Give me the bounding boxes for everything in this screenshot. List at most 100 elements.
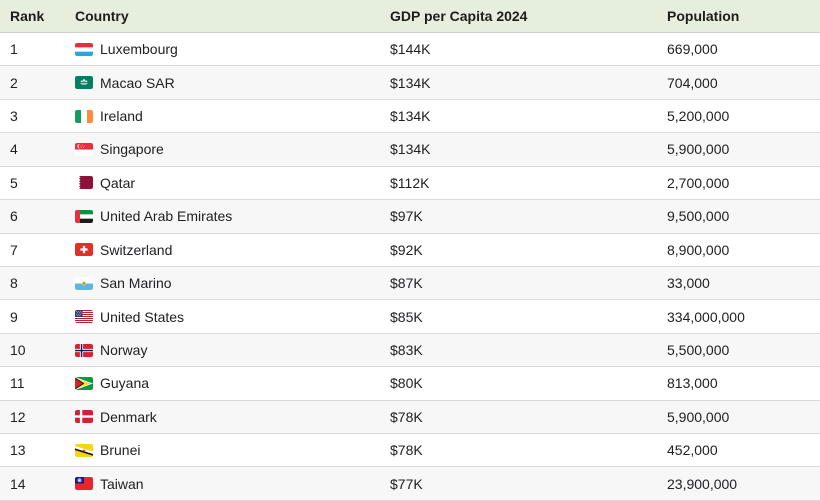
gdp-cell: $78K (390, 408, 423, 425)
population-cell: 334,000,000 (667, 308, 745, 325)
country-name: Guyana (100, 375, 150, 392)
column-header-rank: Rank (10, 8, 45, 24)
population-cell: 5,500,000 (667, 342, 730, 358)
table-row: 3 Ireland $134K 5,200,000 (0, 100, 820, 134)
rank-cell: 8 (10, 275, 18, 292)
table-header-row: Rank Country GDP per Capita 2024 Populat… (0, 0, 820, 33)
table-row: 6 United Arab Emirates $97K 9,500,000 (0, 200, 820, 234)
country-name: San Marino (100, 275, 172, 292)
population-cell: 452,000 (667, 442, 718, 459)
gdp-cell: $78K (390, 442, 423, 459)
population-cell: 2,700,000 (667, 174, 730, 191)
gdp-cell: $134K (390, 74, 431, 91)
table-row: 10 Norway $83K 5,500,000 (0, 333, 820, 368)
population-cell: 704,000 (667, 74, 718, 91)
country-cell: United States (75, 309, 390, 325)
flag-san_marino-icon (75, 276, 93, 290)
gdp-cell: $144K (390, 41, 431, 58)
table-row: 4 Singapore $134K 5,900,000 (0, 133, 820, 167)
table-row: 1 Luxembourg $144K 669,000 (0, 33, 820, 67)
flag-ireland-icon (75, 109, 93, 123)
country-name: Singapore (100, 141, 164, 158)
country-cell: Taiwan (75, 476, 390, 492)
gdp-cell: $134K (390, 108, 431, 125)
population-cell: 5,900,000 (667, 141, 730, 158)
flag-singapore-icon (75, 142, 93, 156)
flag-uae-icon (75, 209, 93, 223)
rank-cell: 7 (10, 241, 18, 258)
flag-switzerland-icon (75, 243, 93, 257)
country-name: Qatar (100, 174, 136, 191)
flag-luxembourg-icon (75, 42, 93, 56)
population-cell: 5,900,000 (667, 408, 730, 425)
table-row: 14 Taiwan $77K 23,900,000 (0, 467, 820, 501)
rank-cell: 9 (10, 308, 18, 325)
country-name: Switzerland (100, 241, 173, 258)
country-cell: Brunei (75, 442, 390, 458)
country-name: Luxembourg (100, 41, 178, 58)
population-cell: 23,900,000 (667, 475, 738, 492)
table-row: 11 Guyana $80K 813,000 (0, 367, 820, 401)
country-name: United Arab Emirates (100, 208, 233, 225)
flag-macao-icon (75, 76, 93, 90)
country-cell: Guyana (75, 375, 390, 391)
rank-cell: 4 (10, 141, 18, 158)
gdp-cell: $77K (390, 475, 423, 492)
country-cell: San Marino (75, 275, 390, 291)
country-name: Ireland (100, 108, 143, 125)
country-cell: Ireland (75, 108, 390, 124)
rank-cell: 10 (10, 342, 26, 358)
gdp-cell: $83K (390, 342, 423, 358)
gdp-cell: $112K (390, 174, 430, 191)
flag-taiwan-icon (75, 477, 93, 491)
country-cell: Denmark (75, 409, 390, 425)
gdp-cell: $80K (390, 375, 423, 392)
rank-cell: 3 (10, 108, 18, 125)
country-cell: United Arab Emirates (75, 208, 390, 224)
gdp-cell: $92K (390, 241, 423, 258)
population-cell: 9,500,000 (667, 208, 730, 225)
country-name: Norway (100, 342, 148, 358)
rank-cell: 11 (10, 375, 25, 392)
flag-guyana-icon (75, 376, 93, 390)
population-cell: 669,000 (667, 41, 718, 58)
rank-cell: 2 (10, 74, 18, 91)
rank-cell: 13 (10, 442, 26, 459)
table-body: 1 Luxembourg $144K 669,000 2 Macao SAR $134K 70… (0, 33, 820, 501)
gdp-cell: $85K (390, 308, 423, 325)
country-cell: Luxembourg (75, 41, 390, 57)
country-cell: Switzerland (75, 242, 390, 258)
table-row: 2 Macao SAR $134K 704,000 (0, 66, 820, 100)
flag-denmark-icon (75, 410, 93, 424)
country-name: Macao SAR (100, 74, 175, 91)
rank-cell: 12 (10, 408, 26, 425)
table-row: 9 United States $85K 334,000,000 (0, 300, 820, 334)
country-name: Taiwan (100, 475, 144, 492)
table-row: 13 Brunei $78K 452,000 (0, 434, 820, 468)
country-name: Brunei (100, 442, 141, 459)
country-cell: Singapore (75, 141, 390, 157)
country-cell: Qatar (75, 175, 390, 191)
population-cell: 8,900,000 (667, 241, 730, 258)
population-cell: 813,000 (667, 375, 718, 392)
column-header-population: Population (667, 8, 740, 24)
country-cell: Norway (75, 342, 390, 358)
column-header-country: Country (75, 8, 129, 24)
population-cell: 33,000 (667, 275, 710, 292)
flag-united_states-icon (75, 310, 93, 324)
country-name: United States (100, 308, 185, 325)
gdp-cell: $87K (390, 275, 423, 292)
rank-cell: 14 (10, 475, 26, 492)
country-name: Denmark (100, 408, 157, 425)
table-row: 5 Qatar $112K 2,700,000 (0, 167, 820, 201)
gdp-cell: $97K (390, 208, 423, 225)
population-cell: 5,200,000 (667, 108, 730, 125)
country-cell: Macao SAR (75, 75, 390, 91)
gdp-cell: $134K (390, 141, 431, 158)
table-row: 12 Denmark $78K 5,900,000 (0, 400, 820, 435)
flag-norway-icon (75, 343, 93, 357)
flag-brunei-icon (75, 443, 93, 457)
rank-cell: 6 (10, 208, 18, 225)
table-row: 8 San Marino $87K 33,000 (0, 266, 820, 301)
